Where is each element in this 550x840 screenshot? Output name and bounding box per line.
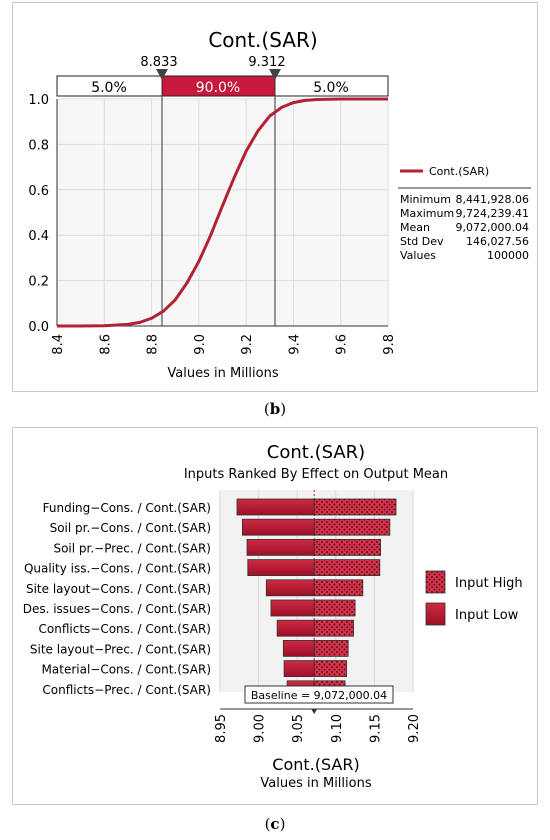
stats-value: 100000 xyxy=(487,249,529,262)
tornado-category-label: Conflicts−Cons. / Cont.(SAR) xyxy=(39,622,212,636)
tornado-category-label: Quality iss.−Cons. / Cont.(SAR) xyxy=(24,562,211,576)
stats-value: 9,724,239.41 xyxy=(456,207,529,220)
delimiter-right-handle[interactable] xyxy=(269,69,281,80)
delimiter-left-handle[interactable] xyxy=(156,69,168,80)
cdf-y-tick-label: 0.6 xyxy=(28,184,49,199)
bar-input-high xyxy=(313,539,381,556)
cdf-x-tick-label: 9.4 xyxy=(287,334,302,355)
bar-input-low xyxy=(282,639,315,657)
caption-c: (c) xyxy=(264,815,286,833)
cdf-x-ticks: 8.4 8.6 8.8 9.0 9.2 9.4 9.6 9.8 xyxy=(51,334,397,355)
cdf-plot-area xyxy=(57,99,388,326)
bar-input-low xyxy=(265,579,315,597)
tornado-x-axis-units: Values in Millions xyxy=(260,776,371,791)
band-right-label: 5.0% xyxy=(313,80,349,96)
cdf-y-tick-label: 0.8 xyxy=(28,138,49,153)
bar-input-high xyxy=(313,619,354,637)
tornado-category-label: Soil pr.−Prec. / Cont.(SAR) xyxy=(53,541,211,555)
bar-input-high xyxy=(313,498,397,516)
bar-input-high xyxy=(313,518,391,536)
tornado-x-tick-label: 9.00 xyxy=(253,714,268,743)
cdf-x-tick-label: 8.4 xyxy=(51,334,66,355)
bar-input-high xyxy=(313,660,348,678)
cdf-y-tick-label: 0.2 xyxy=(28,275,49,290)
bar-input-high xyxy=(313,559,381,577)
bar-input-low xyxy=(247,559,315,577)
tornado-bars xyxy=(236,498,397,698)
tornado-subtitle: Inputs Ranked By Effect on Output Mean xyxy=(184,467,448,482)
stats-label: Minimum xyxy=(400,193,451,206)
bar-input-high xyxy=(313,599,356,617)
cdf-x-tick-label: 9.6 xyxy=(335,334,350,355)
cdf-x-tick-label: 8.8 xyxy=(146,334,161,355)
cdf-x-axis-label: Values in Millions xyxy=(167,366,278,381)
delimiter-right-value: 9.312 xyxy=(248,55,285,70)
stats-label: Mean xyxy=(400,221,430,234)
bar-input-low xyxy=(246,539,315,556)
tornado-category-label: Site layout−Cons. / Cont.(SAR) xyxy=(26,582,211,596)
stats-value: 9,072,000.04 xyxy=(456,221,529,234)
tornado-x-tick-label: 9.15 xyxy=(368,714,383,743)
bar-input-high xyxy=(313,639,349,657)
tornado-category-label: Soil pr.−Cons. / Cont.(SAR) xyxy=(50,521,211,535)
legend-input-high-swatch xyxy=(425,570,446,594)
band-left-label: 5.0% xyxy=(91,80,127,96)
tornado-x-tick-label: 8.95 xyxy=(214,714,229,743)
delimiter-left-value: 8.833 xyxy=(140,55,177,70)
cdf-series-line xyxy=(57,97,388,328)
bar-input-low xyxy=(270,599,315,617)
bar-input-low xyxy=(283,660,315,678)
tornado-x-tick-label: 9.05 xyxy=(291,714,306,743)
cdf-chart-title: Cont.(SAR) xyxy=(208,28,317,52)
stats-value: 8,441,928.06 xyxy=(456,193,529,206)
stats-label: Values xyxy=(400,249,436,262)
legend-input-low-label: Input Low xyxy=(455,608,519,623)
bar-input-low xyxy=(241,518,315,536)
stats-label: Maximum xyxy=(400,207,454,220)
tornado-x-axis-label: Cont.(SAR) xyxy=(272,755,359,774)
baseline-label: Baseline = 9,072,000.04 xyxy=(251,689,387,702)
cdf-y-tick-label: 0.4 xyxy=(28,229,49,244)
stats-value: 146,027.56 xyxy=(466,235,529,248)
legend-input-high-label: Input High xyxy=(455,576,523,591)
cdf-gridlines xyxy=(56,98,389,327)
tornado-category-label: Material−Cons. / Cont.(SAR) xyxy=(42,663,211,677)
legend-input-low-swatch xyxy=(425,602,446,626)
band-middle-label: 90.0% xyxy=(196,80,240,96)
tornado-title: Cont.(SAR) xyxy=(267,442,365,463)
cdf-y-ticks: 0.0 0.2 0.4 0.6 0.8 1.0 xyxy=(28,93,49,335)
cdf-x-tick-label: 9.0 xyxy=(193,334,208,355)
tornado-category-label: Des. issues−Cons. / Cont.(SAR) xyxy=(23,602,211,616)
bar-input-low xyxy=(236,498,315,516)
cdf-y-tick-label: 0.0 xyxy=(28,320,49,335)
baseline-label-box xyxy=(244,685,394,704)
cdf-legend-label: Cont.(SAR) xyxy=(429,165,489,178)
tornado-x-tick-label: 9.20 xyxy=(407,714,422,743)
cdf-x-tick-label: 9.2 xyxy=(240,334,255,355)
cdf-x-tick-label: 9.8 xyxy=(382,334,397,355)
caption-b: (b) xyxy=(263,400,287,418)
cdf-chart: Cont.(SAR) 5.0% 90.0% 5.0% 8.833 9.312 0… xyxy=(28,28,531,381)
cdf-x-tick-label: 8.6 xyxy=(98,334,113,355)
tornado-x-tick-label: 9.10 xyxy=(330,714,345,743)
cdf-y-tick-label: 1.0 xyxy=(28,93,49,108)
baseline-marker xyxy=(311,709,318,714)
tornado-category-label: Funding−Cons. / Cont.(SAR) xyxy=(43,501,211,515)
tornado-category-labels: Funding−Cons. / Cont.(SAR) Soil pr.−Cons.… xyxy=(23,501,211,697)
tornado-x-ticks: 8.95 9.00 9.05 9.10 9.15 9.20 xyxy=(214,714,422,743)
bar-input-low xyxy=(276,619,315,637)
tornado-category-label: Site layout−Prec. / Cont.(SAR) xyxy=(30,642,211,656)
cdf-chart-panel: Cont.(SAR) 5.0% 90.0% 5.0% 8.833 9.312 0… xyxy=(12,2,538,392)
tornado-chart-panel: Cont.(SAR) Inputs Ranked By Effect on Ou… xyxy=(12,427,538,805)
tornado-chart: Cont.(SAR) Inputs Ranked By Effect on Ou… xyxy=(23,442,523,791)
bar-input-high xyxy=(313,579,364,597)
tornado-category-label: Conflicts−Prec. / Cont.(SAR) xyxy=(42,683,211,697)
stats-label: Std Dev xyxy=(400,235,444,248)
